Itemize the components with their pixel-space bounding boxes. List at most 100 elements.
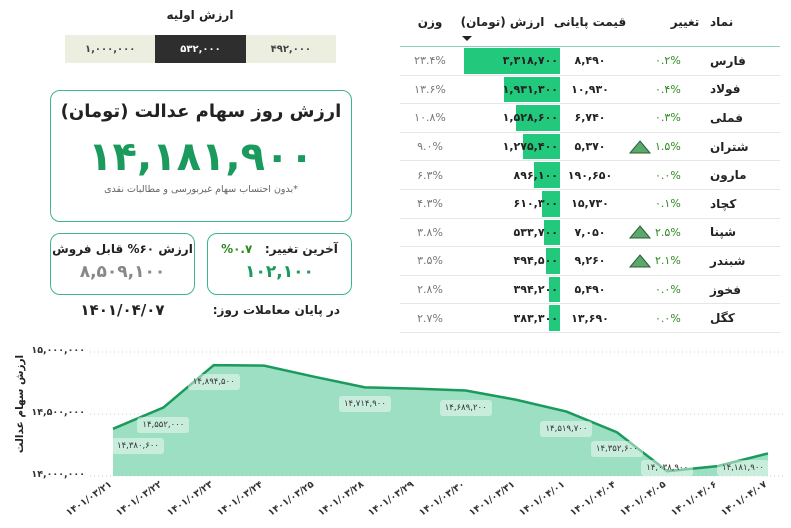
data-point[interactable]: [161, 406, 165, 410]
option-492000[interactable]: ۴۹۲,۰۰۰: [245, 35, 336, 63]
data-point[interactable]: [212, 363, 216, 367]
header-symbol[interactable]: نماد: [710, 15, 734, 29]
price-cell: ۱۳,۶۹۰: [571, 311, 609, 325]
value-bar: [548, 305, 560, 331]
value-text: ۳۹۴,۲۰۰: [513, 283, 558, 297]
change-cell: ۰.۳%: [655, 111, 681, 125]
value-cell: ۱,۲۷۵,۴۰۰: [460, 133, 560, 161]
up-triangle-icon: [625, 247, 655, 275]
change-cell: ۰.۱%: [655, 197, 681, 211]
initial-value-selector: ۱,۰۰۰,۰۰۰ ۵۳۲,۰۰۰ ۴۹۲,۰۰۰: [65, 35, 336, 63]
price-cell: ۷,۰۵۰: [574, 225, 606, 239]
x-tick-label: ۱۴۰۱/۰۳/۲۱: [64, 478, 115, 519]
symbol-cell[interactable]: کچاد: [710, 196, 737, 211]
symbol-cell[interactable]: شپنا: [710, 225, 737, 240]
table-row[interactable]: مارون ۰.۰% ۱۹۰,۶۵۰ ۸۹۶,۱۰۰ ۶.۳%: [400, 161, 780, 190]
value-text: ۸۹۶,۱۰۰: [513, 168, 558, 182]
symbol-cell[interactable]: فولاد: [710, 82, 741, 97]
x-tick-label: ۱۴۰۱/۰۳/۲۸: [316, 478, 367, 519]
data-point[interactable]: [615, 430, 619, 434]
price-cell: ۶,۷۴۰: [574, 111, 606, 125]
value-cell: ۱,۹۳۱,۳۰۰: [460, 76, 560, 104]
symbol-cell[interactable]: فملی: [710, 110, 743, 125]
data-label: ۱۴,۳۵۲,۶۰۰: [590, 441, 643, 458]
area-fill: [113, 365, 768, 476]
value-cell: ۸۹۶,۱۰۰: [460, 161, 560, 189]
data-label: ۱۴,۸۹۴,۵۰۰: [187, 374, 240, 391]
table-header: نماد تغییر قیمت پایانی ارزش (تومان) وزن: [400, 0, 780, 47]
data-point[interactable]: [514, 398, 518, 402]
x-tick-label: ۱۴۰۱/۰۴/۰۱: [517, 478, 568, 519]
weight-cell: ۳.۸%: [417, 225, 443, 239]
value-bar: [544, 219, 560, 246]
value-text: ۶۱۰,۳۰۰: [513, 197, 558, 211]
data-label: ۱۴,۷۱۴,۹۰۰: [338, 396, 391, 413]
table-row[interactable]: شتران ۱.۵% ۵,۳۷۰ ۱,۲۷۵,۴۰۰ ۹.۰%: [400, 133, 780, 162]
price-cell: ۵,۳۷۰: [574, 140, 606, 154]
last-change-card: آخرین تغییر: ۰.۷% ۱۰۲,۱۰۰: [207, 233, 352, 295]
value-cell: ۳۹۴,۲۰۰: [460, 276, 560, 304]
option-1000000[interactable]: ۱,۰۰۰,۰۰۰: [65, 35, 156, 63]
price-cell: ۵,۴۹۰: [574, 283, 606, 297]
data-point[interactable]: [464, 389, 468, 393]
x-tick-label: ۱۴۰۱/۰۳/۲۵: [265, 478, 316, 519]
value-cell: ۱,۵۲۸,۶۰۰: [460, 104, 560, 132]
table-row[interactable]: فارس ۰.۲% ۸,۴۹۰ ۳,۳۱۸,۷۰۰ ۲۳.۴%: [400, 47, 780, 76]
header-value[interactable]: ارزش (تومان): [460, 15, 545, 29]
value-cell: ۳,۳۱۸,۷۰۰: [460, 47, 560, 75]
table-row[interactable]: فولاد ۰.۴% ۱۰,۹۳۰ ۱,۹۳۱,۳۰۰ ۱۳.۶%: [400, 76, 780, 105]
data-point[interactable]: [665, 469, 669, 473]
last-change-value: ۱۰۲,۱۰۰: [245, 262, 314, 282]
data-point[interactable]: [766, 451, 770, 455]
data-point[interactable]: [413, 387, 417, 391]
data-point[interactable]: [313, 375, 317, 379]
data-point[interactable]: [716, 464, 720, 468]
data-label: ۱۴,۳۸۰,۶۰۰: [112, 437, 164, 454]
symbol-cell[interactable]: فارس: [710, 53, 746, 68]
value-bar: [523, 133, 560, 160]
data-point[interactable]: [111, 427, 115, 431]
up-triangle-icon: [625, 133, 655, 161]
value-bar: [504, 76, 560, 103]
daily-value-card: ارزش روز سهام عدالت (تومان) ۱۴,۱۸۱,۹۰۰ *…: [50, 90, 352, 222]
series-line: [112, 363, 769, 473]
table-row[interactable]: فخوز ۰.۰% ۵,۴۹۰ ۳۹۴,۲۰۰ ۲.۸%: [400, 276, 780, 305]
daily-value: ۱۴,۱۸۱,۹۰۰: [88, 134, 314, 180]
symbol-cell[interactable]: فخوز: [710, 282, 741, 297]
weight-cell: ۶.۳%: [417, 168, 443, 182]
value-text: ۳۸۳,۳۰۰: [513, 311, 558, 325]
header-weight[interactable]: وزن: [417, 15, 443, 29]
table-row[interactable]: شپنا ۲.۵% ۷,۰۵۰ ۵۳۳,۷۰۰ ۳.۸%: [400, 219, 780, 248]
data-point[interactable]: [564, 410, 568, 414]
value-cell: ۶۱۰,۳۰۰: [460, 190, 560, 218]
data-label: ۱۴,۵۵۲,۰۰۰: [137, 416, 190, 433]
header-price[interactable]: قیمت پایانی: [553, 15, 627, 29]
value-text: ۳,۳۱۸,۷۰۰: [502, 54, 558, 68]
option-532000[interactable]: ۵۳۲,۰۰۰: [155, 35, 246, 63]
table-row[interactable]: کچاد ۰.۱% ۱۵,۷۳۰ ۶۱۰,۳۰۰ ۴.۳%: [400, 190, 780, 219]
table-row[interactable]: کگل ۰.۰% ۱۳,۶۹۰ ۳۸۳,۳۰۰ ۲.۷%: [400, 304, 780, 333]
value-text: ۱,۵۲۸,۶۰۰: [502, 111, 558, 125]
table-row[interactable]: فملی ۰.۳% ۶,۷۴۰ ۱,۵۲۸,۶۰۰ ۱۰.۸%: [400, 104, 780, 133]
price-cell: ۱۵,۷۳۰: [571, 197, 609, 211]
symbol-cell[interactable]: مارون: [710, 168, 747, 183]
symbol-cell[interactable]: شتران: [710, 139, 749, 154]
x-tick-label: ۱۴۰۱/۰۴/۰۴: [568, 478, 618, 519]
symbol-cell[interactable]: کگل: [710, 311, 735, 326]
x-tick-label: ۱۴۰۱/۰۳/۳۰: [416, 478, 467, 519]
data-point[interactable]: [262, 364, 266, 368]
price-cell: ۱۹۰,۶۵۰: [567, 168, 613, 182]
data-point[interactable]: [363, 385, 367, 389]
x-tick-label: ۱۴۰۱/۰۴/۰۷: [719, 478, 770, 519]
table-row[interactable]: شبندر ۲.۱% ۹,۲۶۰ ۴۹۴,۵۰۰ ۳.۵%: [400, 247, 780, 276]
x-tick-label: ۱۴۰۱/۰۳/۲۹: [366, 478, 417, 519]
value-text: ۱,۲۷۵,۴۰۰: [502, 140, 558, 154]
daily-value-title: ارزش روز سهام عدالت (تومان): [60, 101, 342, 122]
x-tick-label: ۱۴۰۱/۰۴/۰۵: [618, 478, 669, 519]
x-tick-label: ۱۴۰۱/۰۳/۳۱: [467, 478, 518, 519]
value-bar: [464, 48, 560, 74]
header-change[interactable]: تغییر: [670, 15, 700, 29]
value-cell: ۳۸۳,۳۰۰: [460, 304, 560, 332]
data-label: ۱۴,۱۸۱,۹۰۰: [717, 460, 769, 476]
symbol-cell[interactable]: شبندر: [710, 253, 746, 268]
